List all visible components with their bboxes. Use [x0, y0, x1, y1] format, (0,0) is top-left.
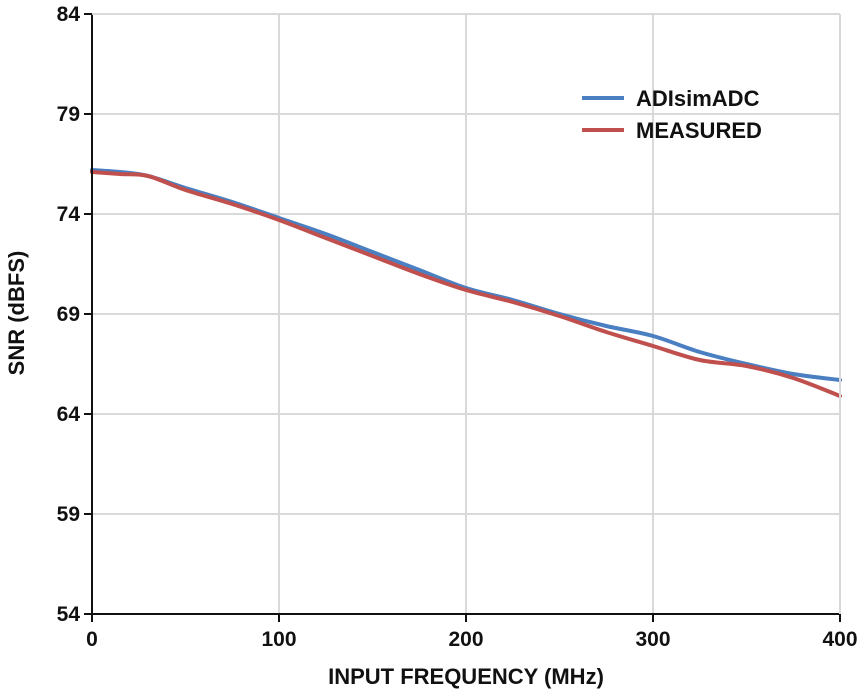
- x-tick-label: 300: [635, 628, 670, 651]
- x-axis-title: INPUT FREQUENCY (MHz): [328, 664, 604, 689]
- y-tick-label: 79: [57, 103, 80, 126]
- series-line-measured: [90, 170, 842, 398]
- y-tick-label: 64: [57, 403, 81, 426]
- grid: [92, 14, 840, 614]
- y-tick-label: 84: [57, 3, 81, 26]
- legend: ADIsimADC MEASURED: [582, 86, 762, 143]
- y-tick-label: 69: [57, 303, 80, 326]
- x-tick-label: 0: [86, 628, 98, 651]
- y-tick-label: 54: [57, 603, 81, 626]
- axes: [84, 13, 841, 622]
- legend-label-measured: MEASURED: [636, 118, 762, 143]
- x-tick-label: 100: [261, 628, 296, 651]
- y-tick-label: 59: [57, 503, 80, 526]
- y-tick-label: 74: [57, 203, 81, 226]
- x-tick-label: 200: [448, 628, 483, 651]
- y-axis-title: SNR (dBFS): [4, 251, 29, 376]
- legend-label-adisimadc: ADIsimADC: [636, 86, 760, 111]
- series-lines: [90, 168, 842, 398]
- tick-labels: 54 59 64 69 74 79 84 0 100 200 300 400: [57, 3, 858, 651]
- x-tick-label: 400: [822, 628, 857, 651]
